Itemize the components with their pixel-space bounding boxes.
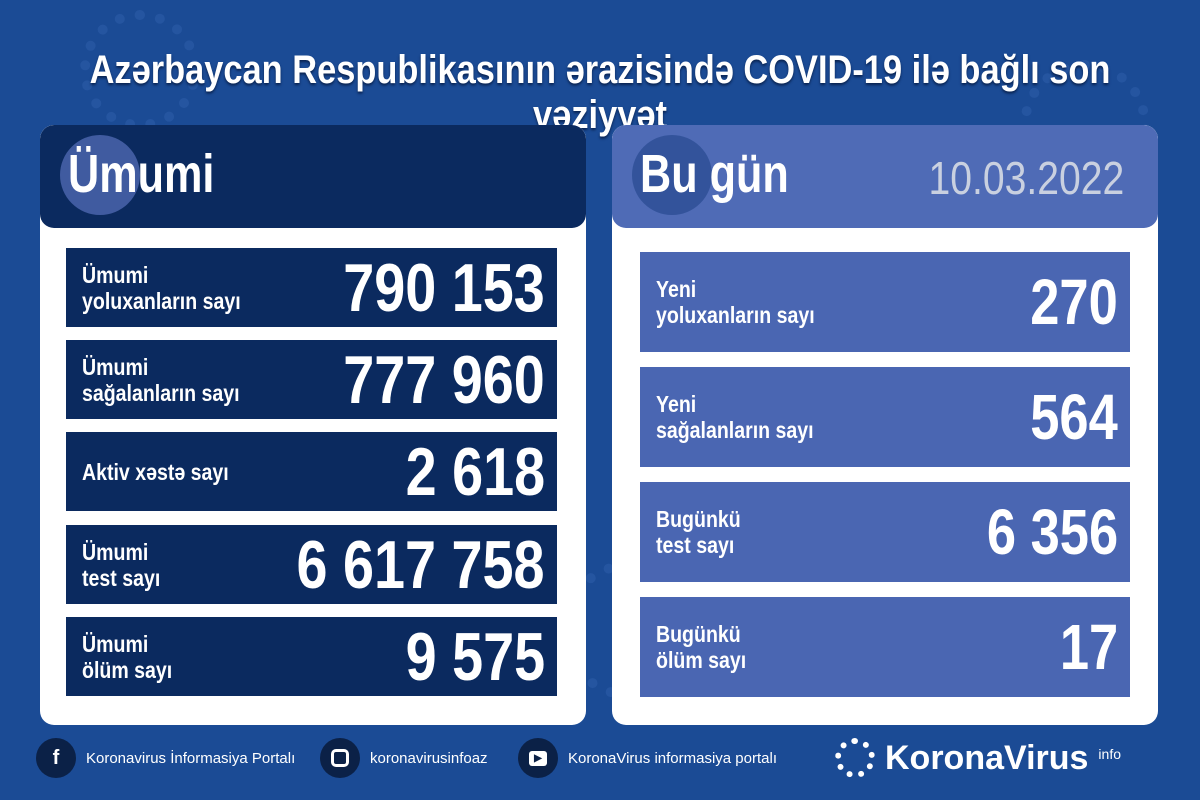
stat-label: Ümumi test sayı: [82, 538, 161, 591]
virus-icon: [632, 135, 712, 215]
stat-row: Yeni sağalanların sayı 564: [640, 367, 1130, 467]
stat-value: 17: [1059, 611, 1118, 683]
stat-value: 564: [1030, 381, 1118, 453]
virus-icon: [60, 135, 140, 215]
stat-label: Ümumi yoluxanların sayı: [82, 261, 241, 314]
today-header: Bu gün 10.03.2022: [612, 125, 1158, 228]
stat-value: 6 356: [986, 496, 1118, 568]
stat-label: Yeni sağalanların sayı: [656, 391, 814, 443]
today-heading: Bu gün: [640, 144, 789, 204]
youtube-link[interactable]: ▶ KoronaVirus informasiya portalı: [518, 738, 777, 778]
instagram-icon: [320, 738, 360, 778]
total-header: Ümumi: [40, 125, 586, 228]
stat-row: Ümumi ölüm sayı 9 575: [66, 617, 557, 696]
logo-text: KoronaVirus: [885, 738, 1089, 777]
stat-row: Bugünkü test sayı 6 356: [640, 482, 1130, 582]
stat-value: 9 575: [405, 618, 545, 695]
youtube-icon: ▶: [518, 738, 558, 778]
stat-label: Ümumi sağalanların sayı: [82, 353, 240, 406]
stat-value: 6 617 758: [296, 526, 545, 603]
youtube-label: KoronaVirus informasiya portalı: [568, 749, 777, 767]
stat-row: Bugünkü ölüm sayı 17: [640, 597, 1130, 697]
total-card: Ümumi Ümumi yoluxanların sayı 790 153 Ümu…: [40, 125, 586, 725]
instagram-link[interactable]: koronavirusinfoaz: [320, 738, 488, 778]
sun-icon: [835, 738, 875, 778]
stat-row: Ümumi test sayı 6 617 758: [66, 525, 557, 604]
facebook-label: Koronavirus İnformasiya Portalı: [86, 749, 296, 767]
stat-label: Bugünkü test sayı: [656, 506, 741, 558]
today-card: Bu gün 10.03.2022 Yeni yoluxanların sayı…: [612, 125, 1158, 725]
stat-value: 777 960: [343, 341, 545, 418]
total-heading: Ümumi: [68, 144, 215, 204]
stat-row: Aktiv xəstə sayı 2 618: [66, 432, 557, 511]
stat-row: Ümumi sağalanların sayı 777 960: [66, 340, 557, 419]
facebook-link[interactable]: f Koronavirus İnformasiya Portalı: [36, 738, 295, 778]
stat-value: 790 153: [343, 249, 545, 326]
stat-label: Yeni yoluxanların sayı: [656, 276, 815, 328]
stat-label: Aktiv xəstə sayı: [82, 458, 229, 485]
stat-row: Yeni yoluxanların sayı 270: [640, 252, 1130, 352]
facebook-icon: f: [36, 738, 76, 778]
logo-sup: info: [1098, 746, 1121, 762]
stat-label: Ümumi ölüm sayı: [82, 630, 173, 683]
stat-row: Ümumi yoluxanların sayı 790 153: [66, 248, 557, 327]
koronavirus-logo: KoronaVirus info: [835, 738, 1121, 778]
page-title: Azərbaycan Respublikasının ərazisində CO…: [89, 48, 1111, 137]
stat-value: 2 618: [405, 433, 545, 510]
date: 10.03.2022: [928, 152, 1124, 204]
stat-label: Bugünkü ölüm sayı: [656, 621, 747, 673]
instagram-label: koronavirusinfoaz: [370, 749, 488, 767]
stat-value: 270: [1030, 266, 1118, 338]
